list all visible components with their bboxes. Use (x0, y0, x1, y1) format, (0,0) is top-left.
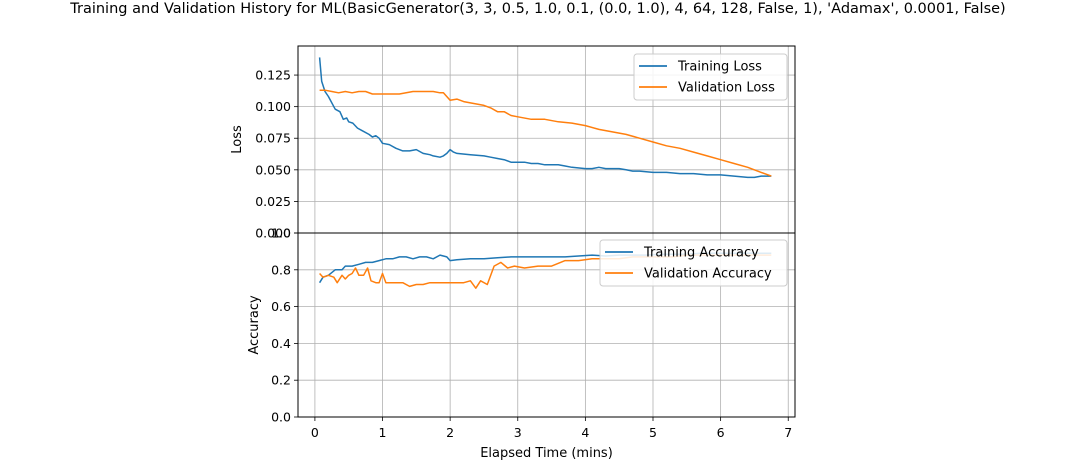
accuracy-y-tick-label: 0.0 (271, 410, 291, 425)
accuracy-x-tick-label: 7 (784, 425, 792, 440)
accuracy-x-tick-label: 3 (514, 425, 522, 440)
accuracy-x-tick-label: 1 (379, 425, 387, 440)
accuracy-y-tick-label: 0.4 (271, 336, 291, 351)
loss-y-tick-label: 0.000 (255, 226, 291, 241)
accuracy-x-axis-label: Elapsed Time (mins) (480, 446, 613, 460)
loss-series-training-line (318, 57, 772, 179)
accuracy-legend-box (599, 239, 788, 287)
accuracy-y-tick-label: 0.2 (271, 373, 291, 388)
loss-legend-training-label: Training Loss (677, 60, 762, 75)
accuracy-legend: Training Accuracy Validation Accuracy (599, 239, 788, 287)
accuracy-x-tick-label: 2 (446, 425, 454, 440)
loss-y-tick-label: 0.125 (255, 68, 291, 83)
loss-y-tick-label: 0.050 (255, 162, 291, 177)
loss-panel: 0.000 0.025 0.050 0.075 0.100 0.125 Loss Traini… (230, 45, 796, 241)
figure-title: Training and Validation History for ML(B… (69, 1, 1005, 17)
accuracy-y-tick-label: 0.6 (271, 299, 291, 314)
loss-y-tick-label: 0.025 (255, 194, 291, 209)
accuracy-x-tick-label: 0 (311, 425, 319, 440)
accuracy-y-tick-label: 0.8 (271, 262, 291, 277)
loss-y-tick-label: 0.075 (255, 131, 291, 146)
loss-legend: Training Loss Validation Loss (633, 53, 788, 101)
loss-series-validation-line (319, 89, 772, 177)
loss-y-axis-label: Loss (230, 125, 245, 154)
accuracy-x-tick-label: 5 (649, 425, 657, 440)
accuracy-y-axis-label: Accuracy (247, 295, 262, 355)
accuracy-x-tick-label: 4 (581, 425, 589, 440)
accuracy-y-tick-label: 1.0 (271, 226, 291, 241)
accuracy-axes-frame (297, 232, 796, 418)
accuracy-panel: 0.0 0.2 0.4 0.6 0.8 1.0 0 1 2 3 4 5 6 7 Accuracy Elapse… (247, 226, 796, 460)
accuracy-x-tick-label: 6 (717, 425, 725, 440)
loss-legend-box (633, 53, 788, 101)
loss-y-tick-label: 0.100 (255, 99, 291, 114)
accuracy-legend-training-label: Training Accuracy (643, 246, 759, 261)
loss-legend-validation-label: Validation Loss (678, 81, 775, 96)
accuracy-legend-validation-label: Validation Accuracy (644, 267, 772, 282)
